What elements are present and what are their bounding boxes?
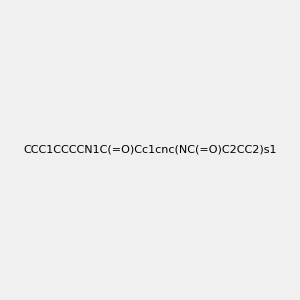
- Text: CCC1CCCCN1C(=O)Cc1cnc(NC(=O)C2CC2)s1: CCC1CCCCN1C(=O)Cc1cnc(NC(=O)C2CC2)s1: [23, 145, 277, 155]
